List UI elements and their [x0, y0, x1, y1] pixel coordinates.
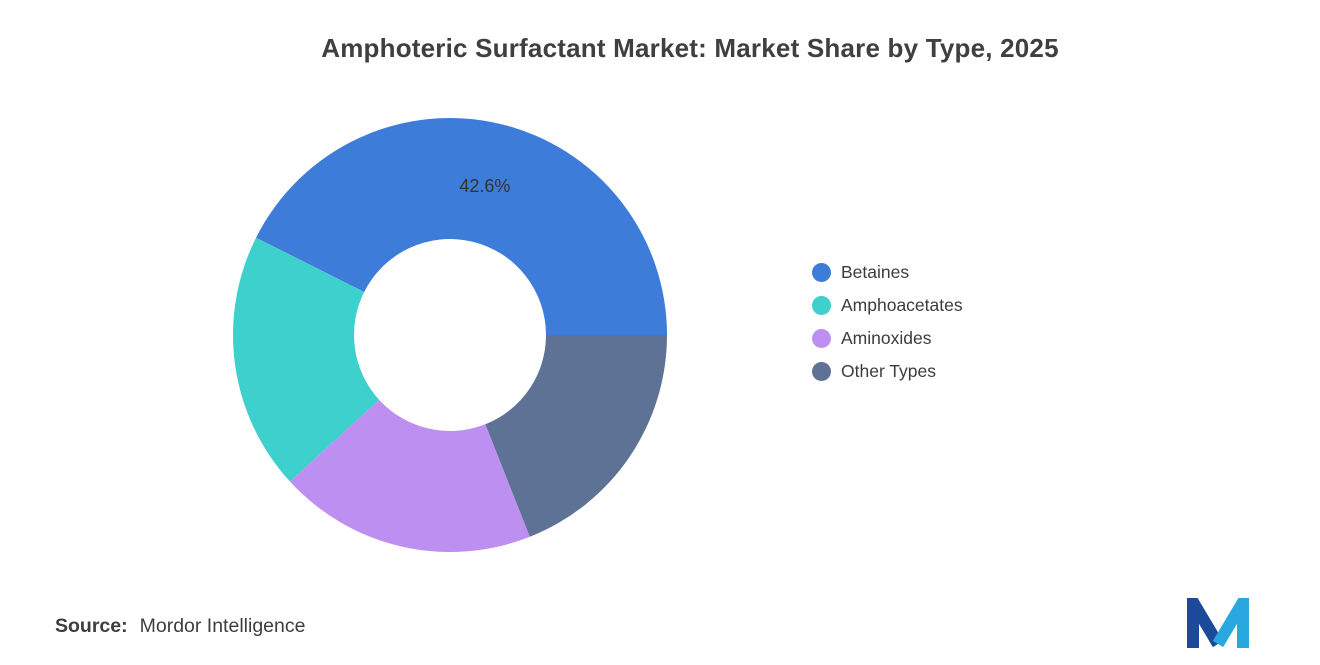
- legend-label-amphoacetates: Amphoacetates: [841, 295, 963, 315]
- legend-swatch-other-types: [812, 362, 831, 381]
- pie-slice-betaines: [256, 118, 667, 336]
- legend: Betaines Amphoacetates Aminoxides Other Typ…: [812, 256, 963, 388]
- legend-label-aminoxides: Aminoxides: [841, 328, 932, 348]
- legend-item-aminoxides: Aminoxides: [812, 322, 963, 355]
- pie-slice-aminoxides: [289, 399, 530, 552]
- mordor-logo-icon: [1187, 580, 1249, 648]
- legend-label-other-types: Other Types: [841, 361, 937, 381]
- legend-swatch-betaines: [812, 263, 831, 282]
- pie-slice-amphoacetates: [233, 237, 380, 482]
- legend-swatch-aminoxides: [812, 329, 831, 348]
- logo-left-stroke: [1187, 580, 1224, 648]
- legend-label-betaines: Betaines: [841, 262, 910, 282]
- legend-item-amphoacetates: Amphoacetates: [812, 289, 963, 322]
- legend-item-betaines: Betaines: [812, 256, 963, 289]
- slice-value-label-betaines: 42.6%: [459, 176, 510, 196]
- source-label: Source:: [55, 615, 128, 637]
- logo-right-stroke: [1212, 580, 1249, 648]
- pie-slice-other-types: [485, 335, 667, 537]
- legend-swatch-amphoacetates: [812, 296, 831, 315]
- source-line: Source: Mordor Intelligence: [55, 615, 305, 638]
- legend-item-other-types: Other Types: [812, 355, 963, 388]
- source-value: Mordor Intelligence: [139, 615, 306, 637]
- mordor-intelligence-logo: [1186, 580, 1252, 650]
- chart-title: Amphoteric Surfactant Market: Market Sha…: [321, 33, 1059, 63]
